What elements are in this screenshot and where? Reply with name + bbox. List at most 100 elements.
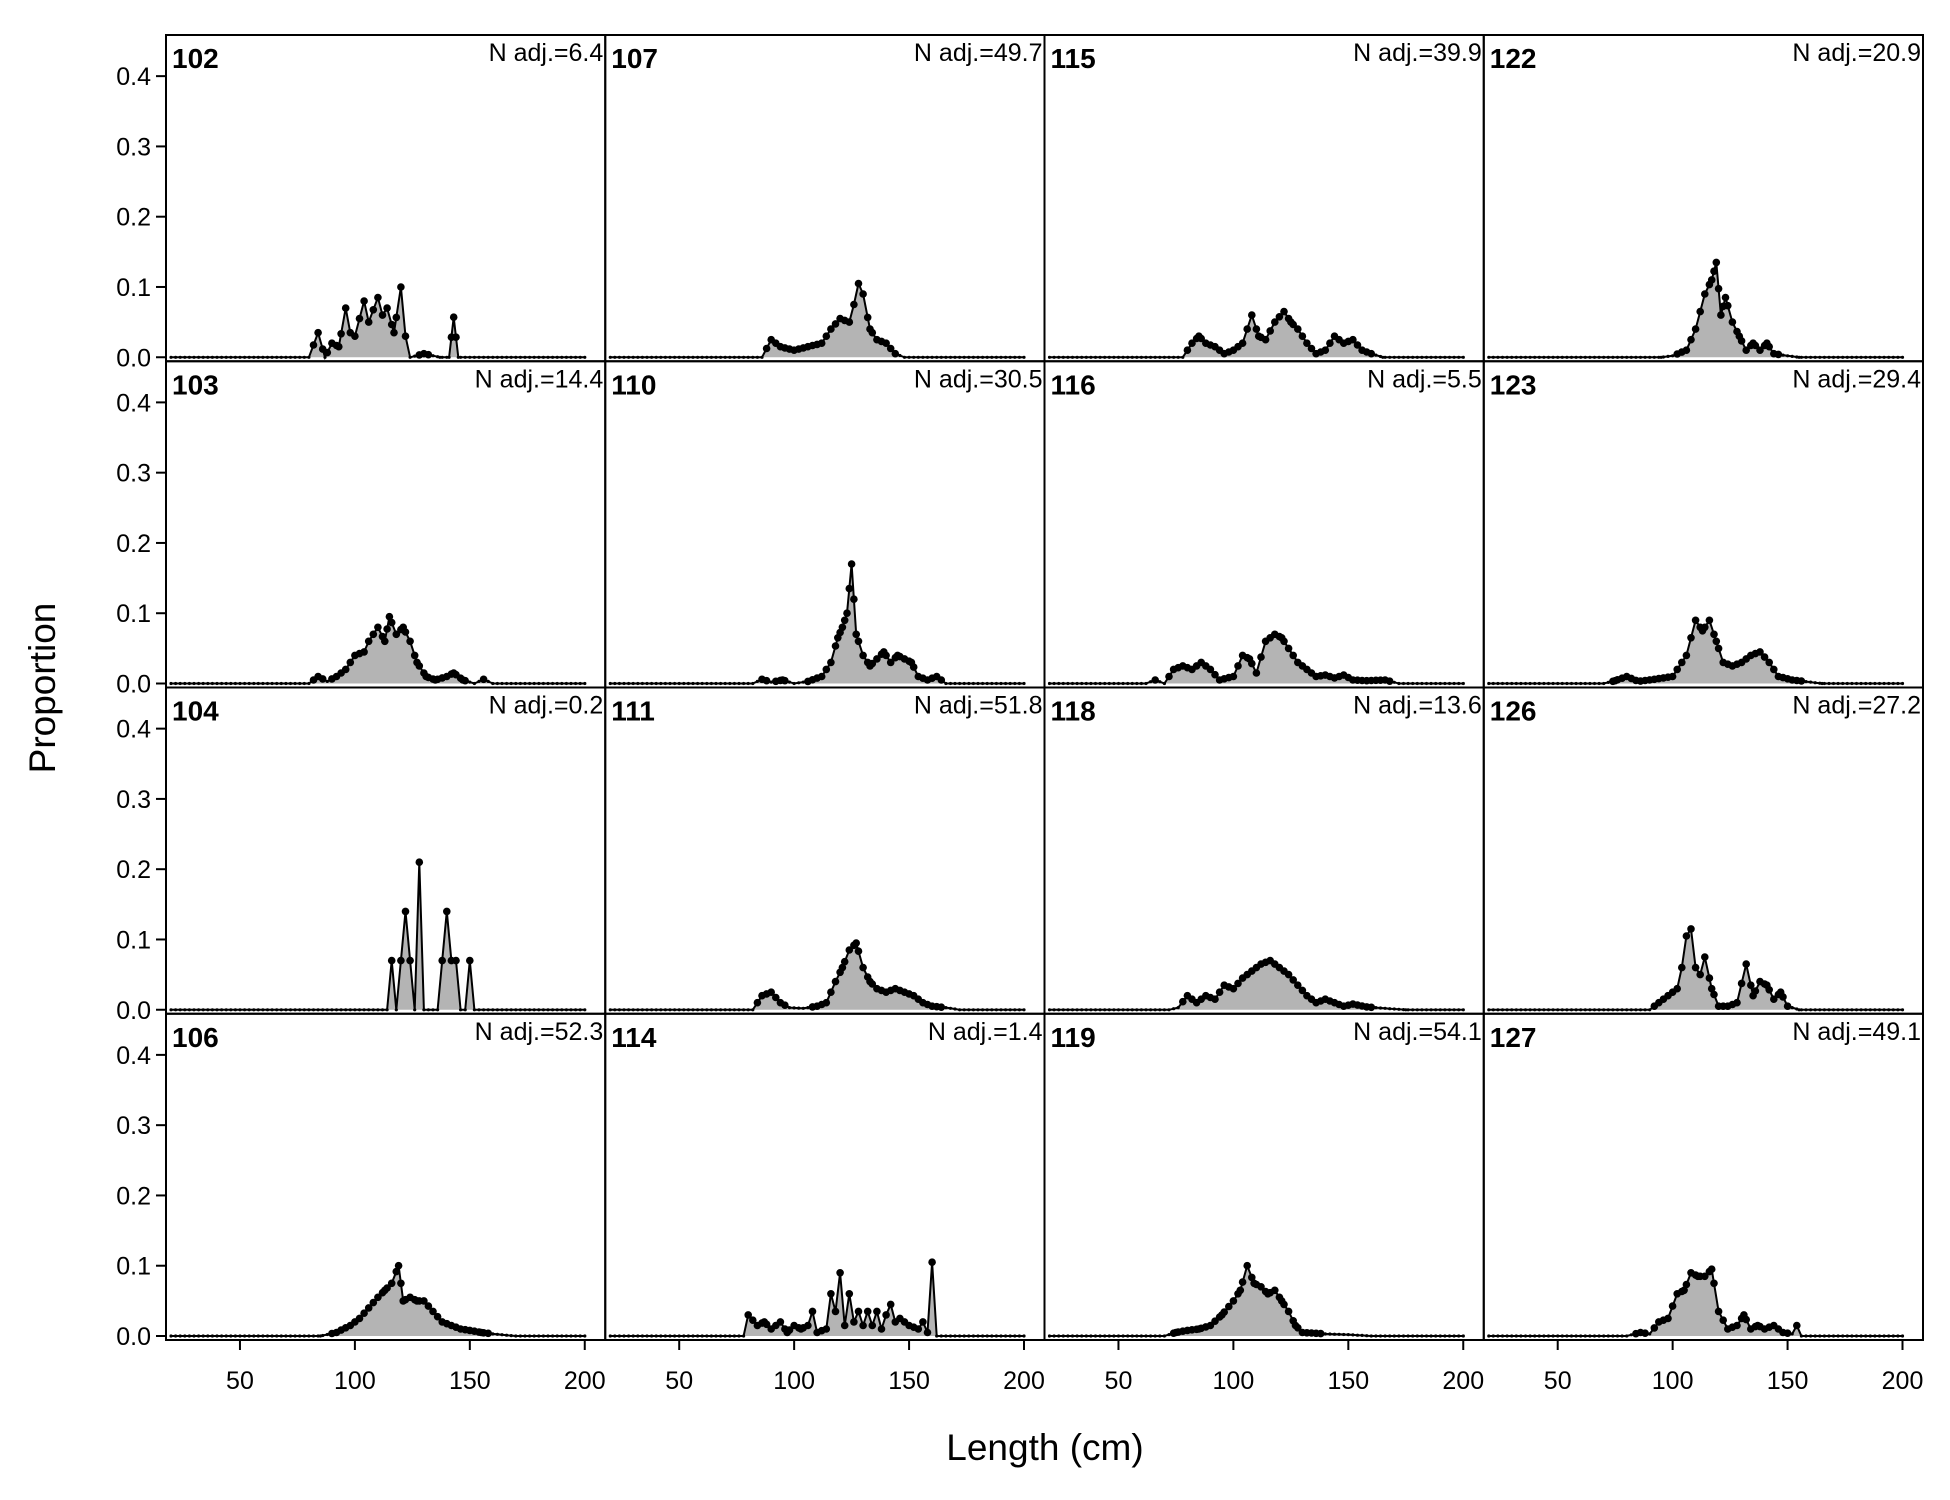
data-point [1234,979,1242,988]
panel-123: 123 N adj.=29.4 [1482,360,1924,689]
data-point [831,642,840,650]
data-point [1648,355,1652,359]
data-point [1162,1334,1166,1338]
data-point [691,681,695,686]
x-tick-label: 200 [1882,1367,1924,1395]
data-point [1682,346,1691,355]
data-point [514,681,518,686]
data-point [1887,1334,1891,1338]
data-point [477,679,481,684]
data-point [737,681,741,686]
data-point [1420,1008,1424,1012]
data-point [854,947,863,955]
data-point [1061,1334,1065,1338]
distribution-line [171,862,585,1011]
data-point [1008,1008,1012,1012]
data-point [1080,1008,1084,1012]
data-point [459,355,463,359]
data-point [1397,681,1401,686]
data-point [560,355,564,359]
data-point [1397,1007,1401,1011]
data-point [1383,1334,1387,1338]
data-point [948,355,953,359]
data-point [243,1334,247,1338]
data-point [1252,325,1261,333]
data-point [1367,1003,1376,1012]
data-point [574,355,578,359]
data-point [1625,355,1629,359]
data-point [275,1334,279,1338]
data-point [836,1269,844,1277]
data-point [1112,355,1116,359]
data-point [406,956,414,965]
data-point [1447,1334,1452,1338]
data-point [1500,681,1505,686]
data-point [645,1008,649,1012]
data-point [495,1332,499,1336]
data-point [1022,681,1026,686]
data-point [1680,1286,1688,1295]
data-point [1181,355,1185,359]
data-point [751,1008,755,1012]
distribution-points [169,612,587,686]
data-point [335,342,343,351]
y-tick-label: 0.1 [116,1253,151,1281]
data-point [686,355,691,359]
data-point [1831,681,1836,686]
data-point [804,1321,812,1330]
data-point [1533,355,1537,359]
panel-114: 114 N adj.=1.4 [604,1012,1046,1341]
data-point [376,1008,380,1012]
data-point [1583,1008,1587,1012]
data-point [261,1334,265,1338]
data-point [1682,651,1691,660]
data-point [1066,355,1070,359]
data-point [1289,976,1297,984]
data-point [1638,355,1643,359]
data-point [1225,1302,1233,1311]
data-point [1850,1008,1854,1012]
data-point [852,630,860,639]
data-point [1057,681,1061,686]
data-point [1657,355,1661,359]
data-point [546,1008,550,1012]
data-point [247,1334,251,1338]
data-point [1162,681,1166,686]
data-point [737,355,741,359]
data-point [1388,355,1392,359]
data-point [514,355,518,359]
data-point [178,1334,182,1338]
data-point [1411,1334,1415,1338]
distribution-area [610,1262,1024,1336]
data-point [1770,995,1778,1003]
data-point [1519,681,1523,686]
data-point [323,348,332,357]
data-point [928,1258,936,1266]
data-point [1687,634,1695,642]
data-point [1401,355,1406,359]
data-point [907,355,911,359]
data-point [645,355,649,359]
data-point [886,344,895,353]
data-point [923,1328,932,1337]
data-point [1510,681,1514,686]
data-point [916,355,920,359]
data-point [781,676,789,685]
panel-126: 126 N adj.=27.2 [1482,686,1924,1015]
data-point [1546,681,1551,686]
data-point [696,1008,700,1012]
data-point [569,355,573,359]
data-point [1707,1265,1716,1273]
data-point [1629,355,1633,359]
data-point [321,1333,325,1338]
data-point [1602,1334,1606,1338]
data-point [1126,355,1130,359]
data-point [1351,1333,1355,1337]
x-tick-label: 50 [1544,1367,1572,1395]
distribution-area [610,564,1024,684]
data-point [495,681,499,686]
data-point [1877,1008,1882,1012]
data-point [397,1279,405,1288]
data-point [183,355,187,359]
data-point [247,681,251,686]
